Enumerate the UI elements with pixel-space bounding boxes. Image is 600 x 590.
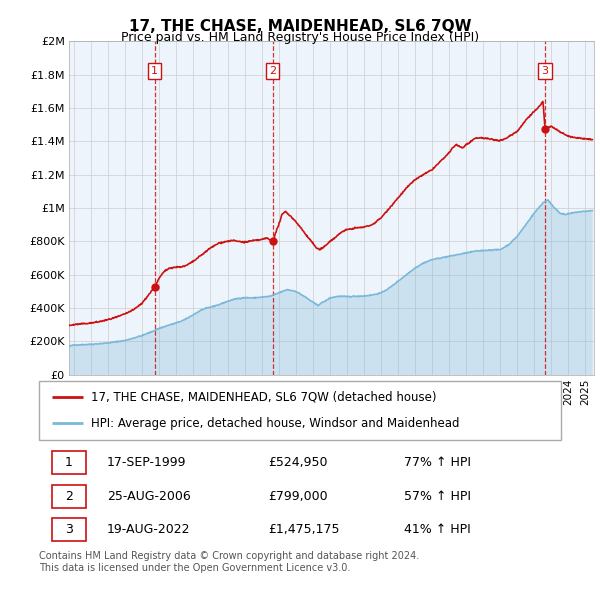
Text: 41% ↑ HPI: 41% ↑ HPI bbox=[404, 523, 471, 536]
Text: 1: 1 bbox=[65, 456, 73, 469]
Text: Contains HM Land Registry data © Crown copyright and database right 2024.
This d: Contains HM Land Registry data © Crown c… bbox=[39, 551, 419, 573]
Text: 57% ↑ HPI: 57% ↑ HPI bbox=[404, 490, 472, 503]
FancyBboxPatch shape bbox=[52, 451, 86, 474]
Text: £1,475,175: £1,475,175 bbox=[269, 523, 340, 536]
Text: 3: 3 bbox=[65, 523, 73, 536]
Text: £524,950: £524,950 bbox=[269, 456, 328, 469]
Text: 19-AUG-2022: 19-AUG-2022 bbox=[107, 523, 190, 536]
Text: 17, THE CHASE, MAIDENHEAD, SL6 7QW (detached house): 17, THE CHASE, MAIDENHEAD, SL6 7QW (deta… bbox=[91, 391, 437, 404]
FancyBboxPatch shape bbox=[39, 381, 561, 440]
Text: 2: 2 bbox=[65, 490, 73, 503]
Text: Price paid vs. HM Land Registry's House Price Index (HPI): Price paid vs. HM Land Registry's House … bbox=[121, 31, 479, 44]
Text: 2: 2 bbox=[269, 66, 276, 76]
Text: HPI: Average price, detached house, Windsor and Maidenhead: HPI: Average price, detached house, Wind… bbox=[91, 417, 460, 430]
Text: 25-AUG-2006: 25-AUG-2006 bbox=[107, 490, 191, 503]
Text: 17, THE CHASE, MAIDENHEAD, SL6 7QW: 17, THE CHASE, MAIDENHEAD, SL6 7QW bbox=[129, 19, 471, 34]
Text: 3: 3 bbox=[542, 66, 548, 76]
Text: 77% ↑ HPI: 77% ↑ HPI bbox=[404, 456, 472, 469]
Text: 17-SEP-1999: 17-SEP-1999 bbox=[107, 456, 187, 469]
FancyBboxPatch shape bbox=[52, 518, 86, 542]
Text: 1: 1 bbox=[151, 66, 158, 76]
FancyBboxPatch shape bbox=[52, 484, 86, 508]
Text: £799,000: £799,000 bbox=[269, 490, 328, 503]
